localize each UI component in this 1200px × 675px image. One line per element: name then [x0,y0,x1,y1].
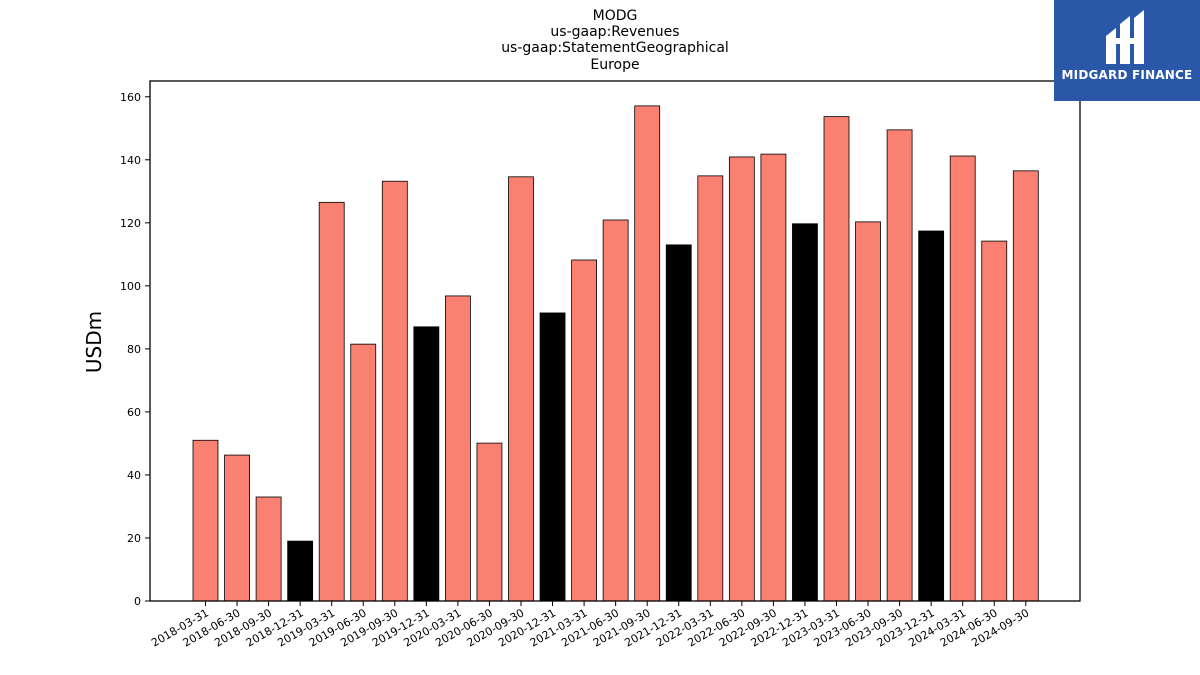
bar-2018-06-30 [224,454,250,602]
y-tick-label: 0 [134,595,141,608]
bar-2022-12-31 [792,223,818,602]
bar-2024-09-30 [1012,170,1039,602]
bars-group [192,105,1039,602]
bar-2020-09-30 [508,176,534,602]
bar-2020-03-31 [444,295,471,602]
bar-2021-12-31 [665,244,692,602]
bar-2018-03-31 [192,439,219,602]
bar-2023-06-30 [855,221,881,602]
bar-2020-12-31 [539,312,566,602]
bar-2022-09-30 [760,153,787,602]
bar-2022-06-30 [728,156,755,602]
title-line-3: us-gaap:StatementGeographical [501,40,729,56]
y-tick-label: 60 [127,406,141,419]
midgard-logo-icon [1106,10,1144,64]
y-tick-label: 40 [127,469,141,482]
bar-2019-03-31 [318,201,345,602]
bar-2024-06-30 [981,240,1008,602]
bar-2018-09-30 [255,496,282,602]
y-tick-label: 120 [120,217,141,230]
y-tick-label: 100 [120,280,141,293]
bar-2022-03-31 [697,175,724,602]
bar-2021-09-30 [634,105,661,602]
bar-2023-03-31 [823,116,850,602]
bar-2019-09-30 [381,180,408,602]
y-tick-label: 140 [120,154,141,167]
bar-2021-06-30 [602,219,629,602]
title-line-4: Europe [590,57,639,73]
bar-2021-03-31 [571,259,597,602]
y-axis: 0 20 40 60 80 100 120 140 160 [120,91,150,608]
title-line-2: us-gaap:Revenues [550,24,679,40]
plot-frame [149,80,1081,602]
chart-title: MODG us-gaap:Revenues us-gaap:StatementG… [501,8,729,73]
y-tick-label: 80 [127,343,141,356]
bar-2023-12-31 [918,230,945,602]
bar-2019-12-31 [413,326,440,602]
brand-badge: MIDGARD FINANCE [1054,0,1200,101]
bar-2019-06-30 [350,343,377,602]
brand-name: MIDGARD FINANCE [1061,68,1193,82]
x-axis: 2018-03-312018-06-302018-09-302018-12-31… [149,601,1031,650]
bar-2023-09-30 [886,129,913,602]
bar-2020-06-30 [476,442,503,602]
y-tick-label: 160 [120,91,141,104]
bar-2024-03-31 [949,155,976,602]
title-line-1: MODG [593,8,638,24]
y-axis-label: USDm [82,311,106,373]
bar-2018-12-31 [287,540,314,602]
y-tick-label: 20 [127,532,141,545]
